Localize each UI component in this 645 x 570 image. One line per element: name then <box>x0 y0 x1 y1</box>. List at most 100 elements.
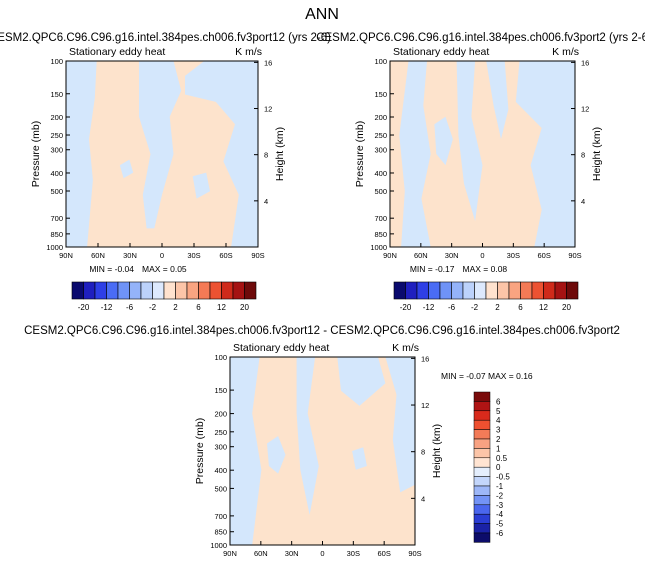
lat-tick-label: 30N <box>445 251 459 260</box>
lat-tick-label: 90N <box>59 251 73 260</box>
min-value: MIN = -0.17 <box>410 264 455 274</box>
contour-region-5 <box>385 357 415 493</box>
colorbar-label: 12 <box>539 303 548 312</box>
chart-subtitle: Stationary eddy heat <box>69 46 165 58</box>
y-axis-label-right: Height (km) <box>274 127 286 181</box>
contour-region-4 <box>337 357 386 406</box>
colorbar-v-label: 3 <box>496 426 501 435</box>
height-tick-label: 8 <box>581 151 585 160</box>
pressure-tick-label: 200 <box>374 113 387 122</box>
chart-title: CESM2.QPC6.C96.C96.g16.intel.384pes.ch00… <box>0 32 331 44</box>
colorbar-swatch <box>543 281 556 300</box>
lat-tick-label: 30S <box>507 251 520 260</box>
colorbar-label: -12 <box>423 303 435 312</box>
colorbar-v-swatch <box>473 401 491 412</box>
contour-fills <box>230 357 415 545</box>
pressure-tick-label: 250 <box>374 131 387 140</box>
pressure-tick-label: 500 <box>214 484 227 493</box>
max-value: MAX = 0.05 <box>142 264 187 274</box>
pressure-tick-label: 100 <box>374 57 387 66</box>
height-tick-label: 4 <box>581 197 585 206</box>
height-tick-label: 16 <box>421 354 429 363</box>
pressure-tick-label: 300 <box>214 443 227 452</box>
colorbar-swatch <box>163 281 176 300</box>
colorbar-swatch <box>71 281 84 300</box>
contour-region-1 <box>66 61 97 247</box>
colorbar-v-swatch <box>473 466 491 477</box>
colorbar-v-label: -1 <box>496 482 504 491</box>
colorbar-swatch <box>106 281 119 300</box>
contour-region-2 <box>139 61 182 229</box>
pressure-tick-label: 850 <box>50 230 63 239</box>
lat-tick-label: 60S <box>219 251 232 260</box>
colorbar-horizontal-1: -20 -12 -6 -2 2 6 12 20 <box>71 281 257 312</box>
colorbar-v-label: -2 <box>496 491 504 500</box>
max-value: MAX = 0.08 <box>463 264 508 274</box>
colorbar-v-swatch <box>473 391 491 402</box>
height-tick-label: 8 <box>421 448 425 457</box>
lat-tick-label: 90S <box>408 549 421 558</box>
colorbar-v-label: -5 <box>496 520 504 529</box>
chart-title: CESM2.QPC6.C96.C96.g16.intel.384pes.ch00… <box>24 325 620 337</box>
colorbar-label: 2 <box>495 303 500 312</box>
colorbar-swatch <box>497 281 510 300</box>
contour-fills <box>399 61 575 247</box>
pressure-tick-label: 250 <box>50 131 63 140</box>
colorbar-swatch <box>416 281 429 300</box>
colorbar-v-swatch <box>473 410 491 421</box>
colorbar-label: -12 <box>101 303 113 312</box>
colorbar-label: -2 <box>471 303 479 312</box>
colorbar-swatch <box>129 281 142 300</box>
lat-tick-label: 30N <box>285 549 299 558</box>
colorbar-v-label: 2 <box>496 435 501 444</box>
colorbar-swatch <box>405 281 418 300</box>
y-axis-label: Pressure (mb) <box>30 121 42 188</box>
lat-tick-label: 30N <box>123 251 137 260</box>
lat-tick-label: 0 <box>480 251 484 260</box>
contour-region-3 <box>185 61 258 247</box>
colorbar-v-swatch <box>473 419 491 430</box>
pressure-tick-label: 400 <box>50 169 63 178</box>
colorbar-v-swatch <box>473 513 491 524</box>
colorbar-swatch <box>531 281 544 300</box>
colorbar-v-label: -0.5 <box>496 473 510 482</box>
chart-panel-2: CESM2.QPC6.C96.C96.g16.intel.384pes.ch00… <box>316 32 645 274</box>
colorbar-swatch <box>520 281 533 300</box>
min-value: MIN = -0.04 <box>89 264 134 274</box>
pressure-tick-label: 850 <box>214 528 227 537</box>
colorbar-swatch <box>462 281 475 300</box>
colorbar-v-swatch <box>473 429 491 440</box>
colorbar-v-swatch <box>473 448 491 459</box>
pressure-tick-label: 200 <box>50 113 63 122</box>
colorbar-swatch <box>393 281 406 300</box>
lat-tick-label: 0 <box>320 549 324 558</box>
height-tick-label: 4 <box>264 197 268 206</box>
y-axis-label-right: Height (km) <box>591 127 603 181</box>
y-axis-label: Pressure (mb) <box>194 418 206 485</box>
y-axis-label: Pressure (mb) <box>354 121 366 188</box>
colorbar-swatch <box>186 281 199 300</box>
colorbar-swatch <box>117 281 130 300</box>
chart-panel-1: CESM2.QPC6.C96.C96.g16.intel.384pes.ch00… <box>0 32 331 274</box>
colorbar-label: -2 <box>149 303 157 312</box>
contour-region-5 <box>192 172 210 199</box>
lat-tick-label: 60S <box>377 549 390 558</box>
colorbar-swatch <box>554 281 567 300</box>
min-max-value: MIN = -0.07 MAX = 0.16 <box>441 371 533 381</box>
chart-subtitle: Stationary eddy heat <box>233 342 329 354</box>
colorbars-layer: -20 -12 -6 -2 2 6 12 20 -20 -12 -6 -2 2 6 12 206543210.… <box>71 281 579 543</box>
colorbar-v-label: 6 <box>496 397 501 406</box>
contour-region-3 <box>296 357 319 515</box>
colorbar-label: 6 <box>196 303 201 312</box>
lat-tick-label: 90S <box>251 251 264 260</box>
height-tick-label: 16 <box>581 58 589 67</box>
pressure-tick-label: 200 <box>214 410 227 419</box>
colorbar-label: 2 <box>173 303 178 312</box>
contour-region-1 <box>230 357 262 545</box>
height-tick-label: 8 <box>264 151 268 160</box>
pressure-tick-label: 100 <box>50 57 63 66</box>
colorbar-swatch <box>428 281 441 300</box>
colorbar-swatch <box>209 281 222 300</box>
pressure-tick-label: 300 <box>374 146 387 155</box>
